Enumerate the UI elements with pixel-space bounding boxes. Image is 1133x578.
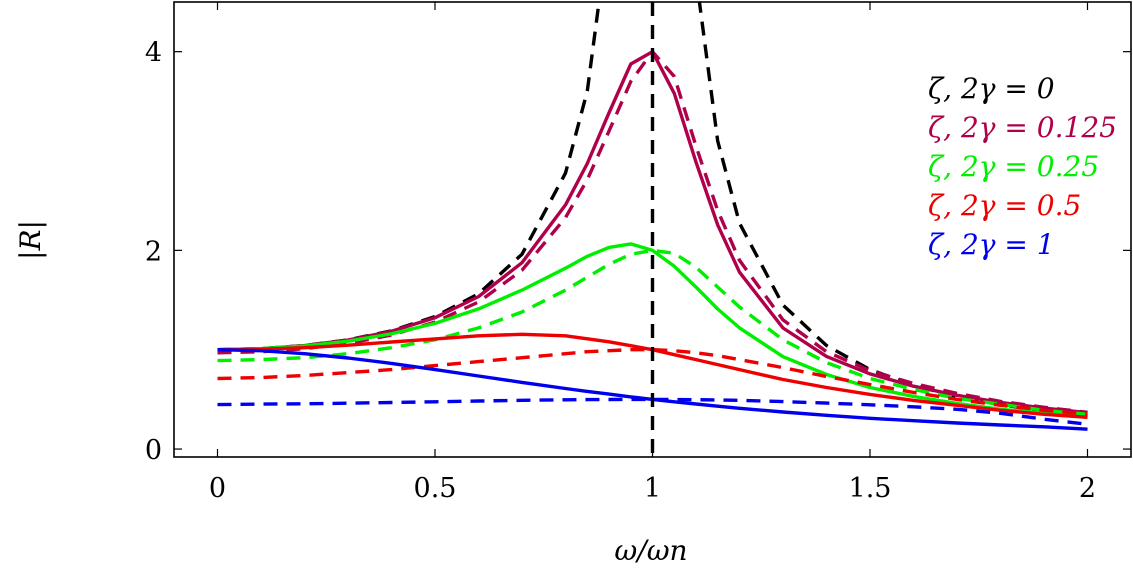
- x-axis-label: ω/ωn: [614, 534, 687, 567]
- y-tick-label-1: 2: [145, 236, 162, 267]
- y-axis-label: |R|: [14, 220, 47, 260]
- series-line-3: [217, 242, 1088, 419]
- legend-entry-4: ζ, 2γ = 1: [928, 228, 1055, 261]
- x-tick-label-0: 0: [209, 473, 226, 504]
- series-line-8: [217, 397, 1088, 426]
- legend-entry-1: ζ, 2γ = 0.125: [928, 111, 1117, 144]
- series-line-4: [217, 248, 1088, 416]
- x-tick-label-1: 0.5: [414, 473, 457, 504]
- y-tick-label-2: 4: [145, 38, 162, 69]
- legend-entry-2: ζ, 2γ = 0.25: [928, 150, 1099, 183]
- x-tick-label-4: 2: [1079, 473, 1096, 504]
- y-tick-label-0: 0: [145, 435, 162, 466]
- legend: ζ, 2γ = 0 ζ, 2γ = 0.125 ζ, 2γ = 0.25 ζ, 2γ …: [928, 72, 1117, 261]
- tick-layer: 0 0.5 1 1.5 2 0 2 4: [145, 2, 1131, 504]
- x-tick-label-2: 1: [644, 473, 661, 504]
- legend-entry-0: ζ, 2γ = 0: [928, 72, 1055, 105]
- x-tick-label-3: 1.5: [849, 473, 892, 504]
- legend-entry-3: ζ, 2γ = 0.5: [928, 189, 1081, 222]
- series-line-6: [217, 348, 1088, 416]
